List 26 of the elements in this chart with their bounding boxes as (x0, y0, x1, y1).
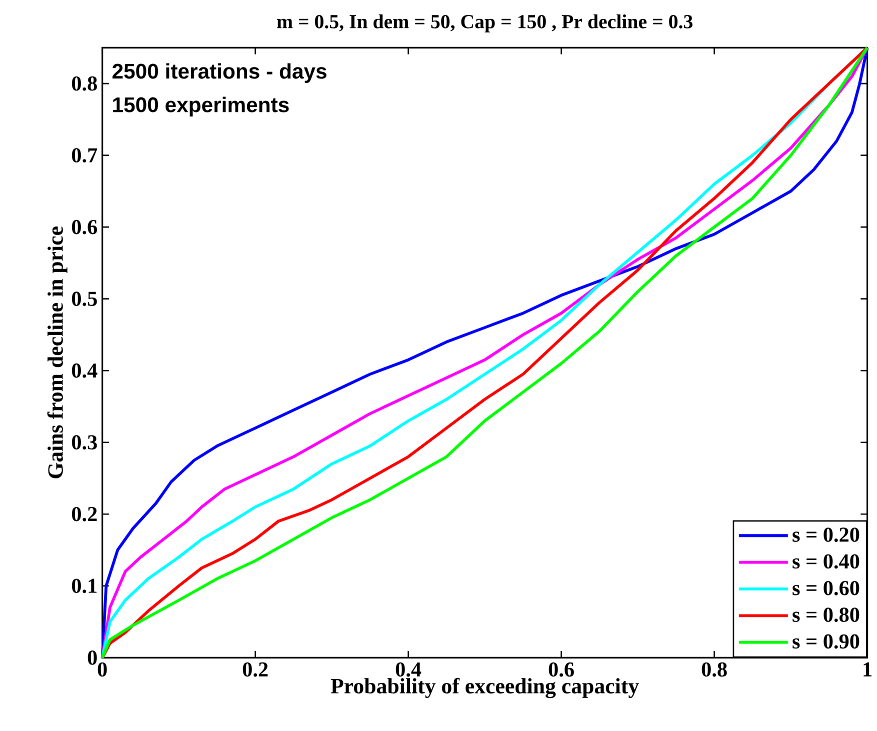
x-axis-title: Probability of exceeding capacity (330, 678, 639, 698)
y-tick-label: 0.3 (72, 435, 97, 450)
x-tick-label: 0 (98, 662, 107, 677)
legend-label: s = 0.20 (792, 528, 860, 542)
legend-label: s = 0.40 (792, 554, 860, 569)
chart-title: m = 0.5, In dem = 50, Cap = 150 , Pr decline = 0.3 (276, 14, 692, 32)
x-tick-label: 1 (864, 662, 872, 676)
legend-label: s = 0.80 (792, 608, 860, 622)
annotation: 2500 iterations - days (112, 63, 326, 83)
annotation: 1500 experiments (113, 96, 289, 116)
y-tick-label: 0.4 (72, 363, 98, 378)
legend-label: s = 0.90 (792, 634, 860, 649)
y-tick-label: 0.7 (72, 148, 98, 162)
x-tick-label: 0.4 (396, 662, 422, 677)
legend-label: s = 0.60 (792, 580, 860, 596)
y-tick-label: 0.6 (72, 220, 98, 234)
y-tick-label: 0.2 (72, 506, 97, 522)
x-tick-label: 0.6 (548, 662, 574, 677)
line-series (100, 46, 869, 660)
y-tick-label: 0.1 (72, 578, 97, 594)
x-tick-label: 0.8 (702, 662, 727, 677)
y-tick-label: 0 (88, 650, 97, 665)
y-axis-title: Gains from decline in price (47, 226, 68, 478)
y-tick-label: 0.8 (72, 76, 97, 91)
x-tick-label: 0.2 (242, 662, 268, 677)
y-tick-label: 0.5 (72, 292, 97, 306)
